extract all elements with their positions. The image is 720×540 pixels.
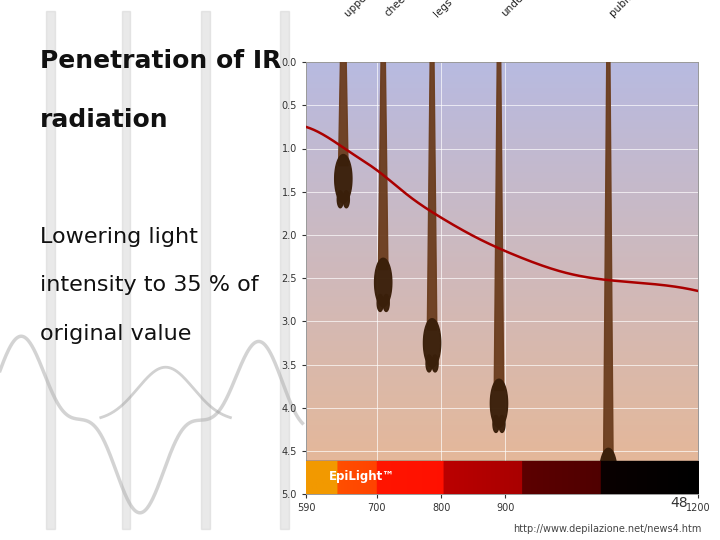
Polygon shape [335, 154, 352, 203]
Bar [122, 11, 130, 529]
Polygon shape [423, 319, 441, 367]
Polygon shape [493, 415, 499, 433]
Polygon shape [603, 0, 613, 460]
Polygon shape [490, 379, 508, 428]
Bar [280, 11, 289, 529]
Polygon shape [383, 294, 390, 312]
Polygon shape [343, 191, 349, 208]
Text: Penetration of IR: Penetration of IR [40, 49, 281, 72]
Text: Lowering light: Lowering light [40, 227, 197, 247]
Polygon shape [432, 355, 438, 372]
Polygon shape [600, 448, 617, 497]
Polygon shape [374, 258, 392, 307]
Text: upper lip: upper lip [343, 0, 383, 19]
Polygon shape [377, 294, 383, 312]
Bar [201, 11, 210, 529]
Text: http://www.depilazione.net/news4.htm: http://www.depilazione.net/news4.htm [513, 523, 702, 534]
Polygon shape [499, 415, 505, 433]
Polygon shape [608, 484, 614, 502]
Text: radiation: radiation [40, 108, 168, 132]
Text: EpiLight™: EpiLight™ [328, 470, 395, 483]
Polygon shape [426, 355, 432, 372]
Text: cheeks: cheeks [383, 0, 416, 19]
Text: original value: original value [40, 324, 191, 344]
Text: 48: 48 [670, 496, 688, 510]
Polygon shape [337, 191, 343, 208]
Bar [306, 461, 698, 494]
Text: intensity to 35 % of: intensity to 35 % of [40, 275, 258, 295]
Text: pubic hair: pubic hair [608, 0, 652, 19]
Polygon shape [338, 0, 348, 166]
Polygon shape [428, 0, 437, 330]
Bar [46, 11, 55, 529]
Polygon shape [494, 0, 504, 390]
Polygon shape [603, 484, 608, 502]
Text: underarm: underarm [499, 0, 542, 19]
Text: legs: legs [432, 0, 454, 19]
Polygon shape [379, 0, 388, 269]
